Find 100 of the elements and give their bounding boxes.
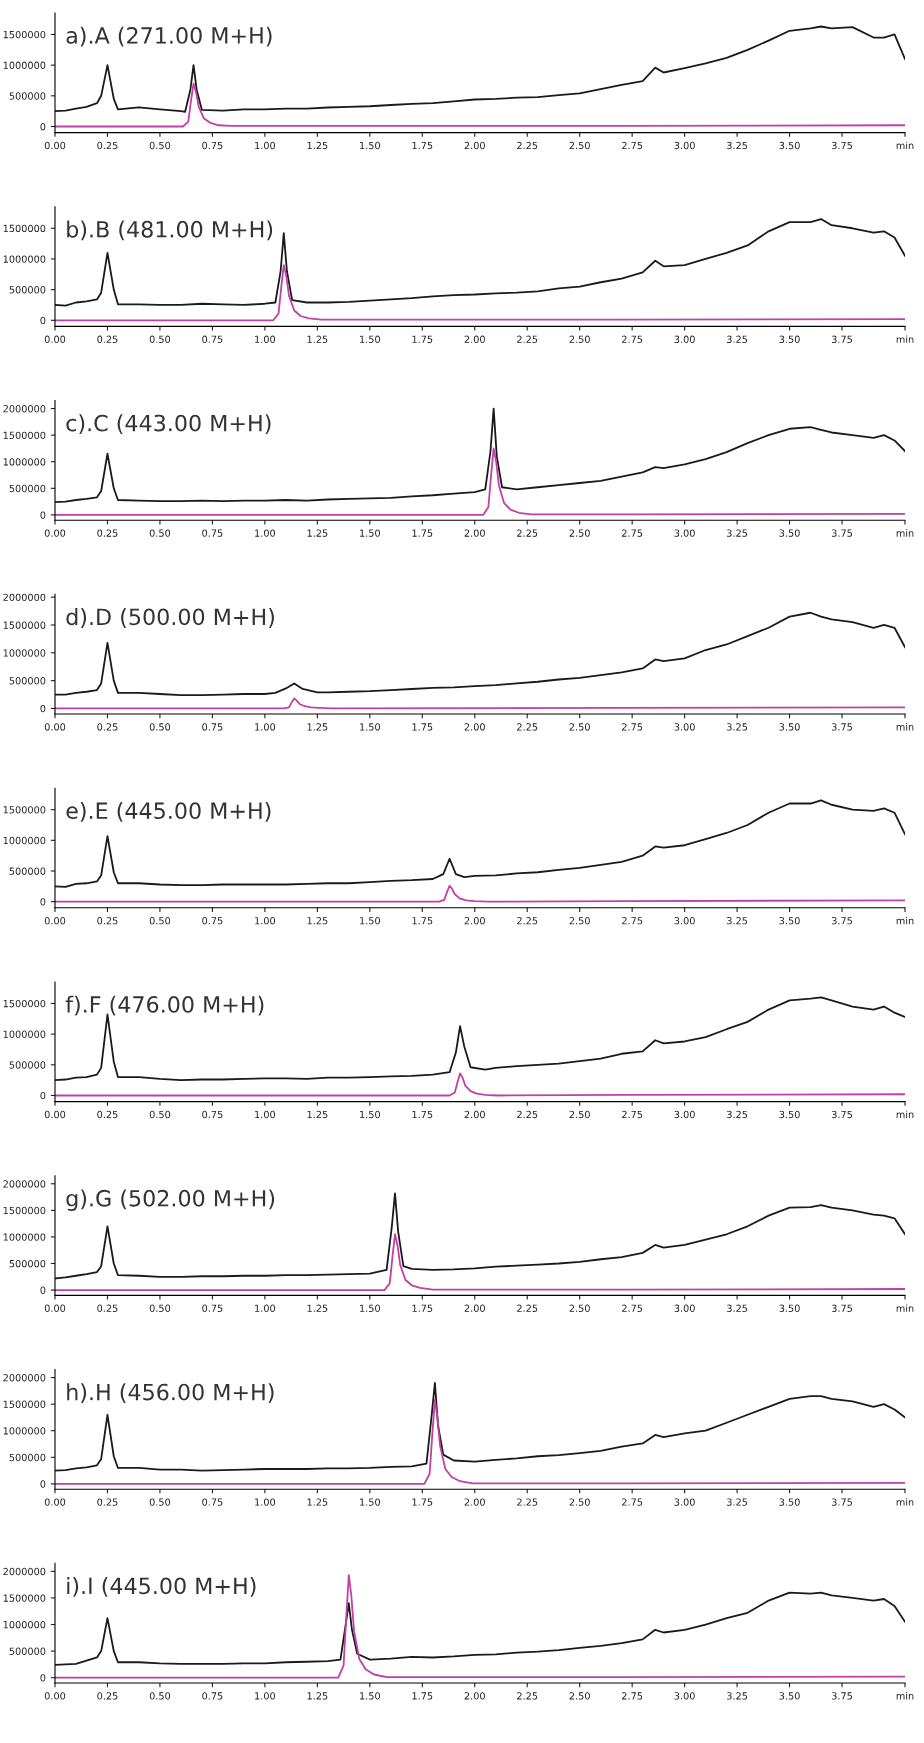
x-tick-label: 0.50 (149, 529, 171, 537)
x-tick-label: 1.75 (412, 1498, 433, 1506)
x-tick-label: 3.00 (674, 335, 695, 343)
x-tick-label: 3.25 (727, 917, 748, 925)
text: h).H (456.00 M+H) (67, 1383, 274, 1404)
x-tick-label: 2.75 (622, 335, 643, 343)
x-tick-label: 2.75 (622, 141, 643, 150)
x-tick-label: 1.75 (412, 723, 433, 731)
y-tick-label: 2000000 (3, 405, 46, 413)
x-tick-label: 2.00 (464, 529, 485, 537)
x-tick-label: 2.25 (517, 917, 538, 925)
x-tick-label: 2.25 (517, 529, 538, 537)
x-tick-label: 0.75 (202, 723, 223, 731)
x-tick-label: 3.00 (674, 917, 695, 925)
y-tick-label: 2000000 (3, 593, 46, 601)
y-tick-label: 1000000 (3, 1233, 46, 1241)
y-tick-label: 0 (40, 704, 46, 713)
x-tick-label: 3.50 (779, 1498, 800, 1506)
x-tick-label: 1.25 (307, 1692, 328, 1700)
y-tick-label: 2000000 (3, 1567, 46, 1576)
x-tick-label: 1.25 (307, 1304, 328, 1312)
line-series (55, 407, 905, 504)
x-tick-label: 1.50 (360, 917, 380, 925)
x-tick-label: 0.25 (97, 1304, 118, 1312)
line-series (55, 1233, 905, 1291)
x-tick-label: 1.50 (360, 141, 380, 150)
x-tick-label: 2.75 (622, 529, 643, 537)
y-tick-label: 500000 (9, 867, 46, 875)
x-tick-label: 0.00 (44, 917, 66, 925)
x-tick-label: 3.25 (727, 529, 748, 537)
x-tick-label: 2.50 (569, 1498, 590, 1506)
x-tick-label: 2.75 (622, 723, 643, 731)
y-tick-label: 1500000 (3, 30, 46, 39)
x-tick-label: 0.25 (97, 723, 118, 731)
x-tick-label: 3.00 (674, 1498, 695, 1506)
x-tick-label: 1.00 (255, 1692, 276, 1700)
y-tick-label: 1000000 (3, 255, 46, 263)
x-tick-label: 3.75 (831, 723, 853, 731)
y-tick-label: 1000000 (3, 1030, 46, 1038)
x-tick-label: 0.25 (97, 1110, 118, 1119)
x-tick-label: 0.25 (97, 917, 118, 925)
x-tick-label: 3.50 (779, 723, 800, 731)
x-tick-label: 1.00 (255, 1110, 276, 1119)
x-tick-label: 1.50 (360, 1498, 380, 1506)
x-tick-label: 0.25 (97, 1498, 118, 1506)
x-tick-label: 2.25 (517, 1692, 538, 1700)
x-tick-label: 1.50 (360, 723, 380, 731)
text: g).G (502.00 M+H) (66, 1189, 275, 1211)
y-tick-label: 0 (40, 122, 46, 131)
x-tick-label: 2.00 (464, 141, 485, 150)
text: e).E (445.00 M+H) (66, 801, 271, 822)
x-tick-label: 1.00 (255, 141, 276, 150)
line-series (55, 799, 905, 888)
x-tick-label: 0.00 (44, 529, 66, 537)
x-tick-label: 3.75 (831, 529, 853, 537)
y-tick-label: 500000 (9, 1453, 46, 1462)
x-tick-label: 3.75 (831, 1304, 853, 1312)
x-tick-label: 1.75 (412, 1110, 433, 1119)
x-tick-label: 2.00 (464, 335, 485, 343)
x-tick-label: 2.25 (517, 1304, 538, 1312)
x-tick-label: min (896, 1498, 914, 1506)
x-tick-label: 3.50 (779, 1692, 800, 1700)
x-tick-label: 2.75 (622, 1692, 643, 1700)
x-tick-label: 1.25 (307, 529, 328, 537)
x-tick-label: 1.00 (255, 917, 276, 925)
y-tick-label: 0 (40, 1286, 46, 1294)
y-tick-label: 1000000 (3, 61, 46, 69)
x-tick-label: 2.75 (622, 1304, 643, 1312)
x-tick-label: 0.00 (44, 1304, 66, 1312)
x-tick-label: 0.75 (202, 1692, 223, 1700)
x-tick-label: 3.50 (779, 529, 800, 537)
x-tick-label: 0.25 (97, 529, 118, 537)
y-tick-label: 0 (40, 1091, 46, 1100)
y-tick-label: 1500000 (3, 999, 46, 1008)
x-tick-label: 2.25 (517, 141, 538, 150)
x-tick-label: 2.25 (517, 1110, 538, 1119)
y-tick-label: 1500000 (3, 1206, 46, 1215)
x-tick-label: 1.75 (412, 141, 433, 150)
x-tick-label: 1.00 (255, 529, 276, 537)
x-tick-label: min (896, 1304, 914, 1312)
x-tick-label: 1.00 (255, 335, 276, 343)
x-tick-label: 1.75 (412, 1692, 433, 1700)
x-tick-label: 1.00 (255, 1304, 276, 1312)
x-tick-label: min (896, 1692, 914, 1700)
x-tick-label: 0.75 (202, 529, 223, 537)
line-series (55, 82, 905, 128)
x-tick-label: 3.25 (727, 723, 748, 731)
x-tick-label: 0.00 (44, 1110, 66, 1119)
x-tick-label: 0.50 (149, 1692, 171, 1700)
y-tick-label: 500000 (9, 1647, 46, 1655)
y-tick-label: 500000 (9, 286, 46, 294)
x-tick-label: 3.00 (674, 529, 695, 537)
y-tick-label: 1000000 (3, 1620, 46, 1629)
x-tick-label: 3.75 (831, 1692, 853, 1700)
x-tick-label: 0.25 (97, 335, 118, 343)
line-series (55, 447, 905, 516)
x-tick-label: 1.50 (360, 335, 380, 343)
y-tick-label: 1500000 (3, 806, 46, 814)
x-tick-label: 2.50 (569, 1304, 590, 1312)
x-tick-label: 0.50 (149, 335, 171, 343)
